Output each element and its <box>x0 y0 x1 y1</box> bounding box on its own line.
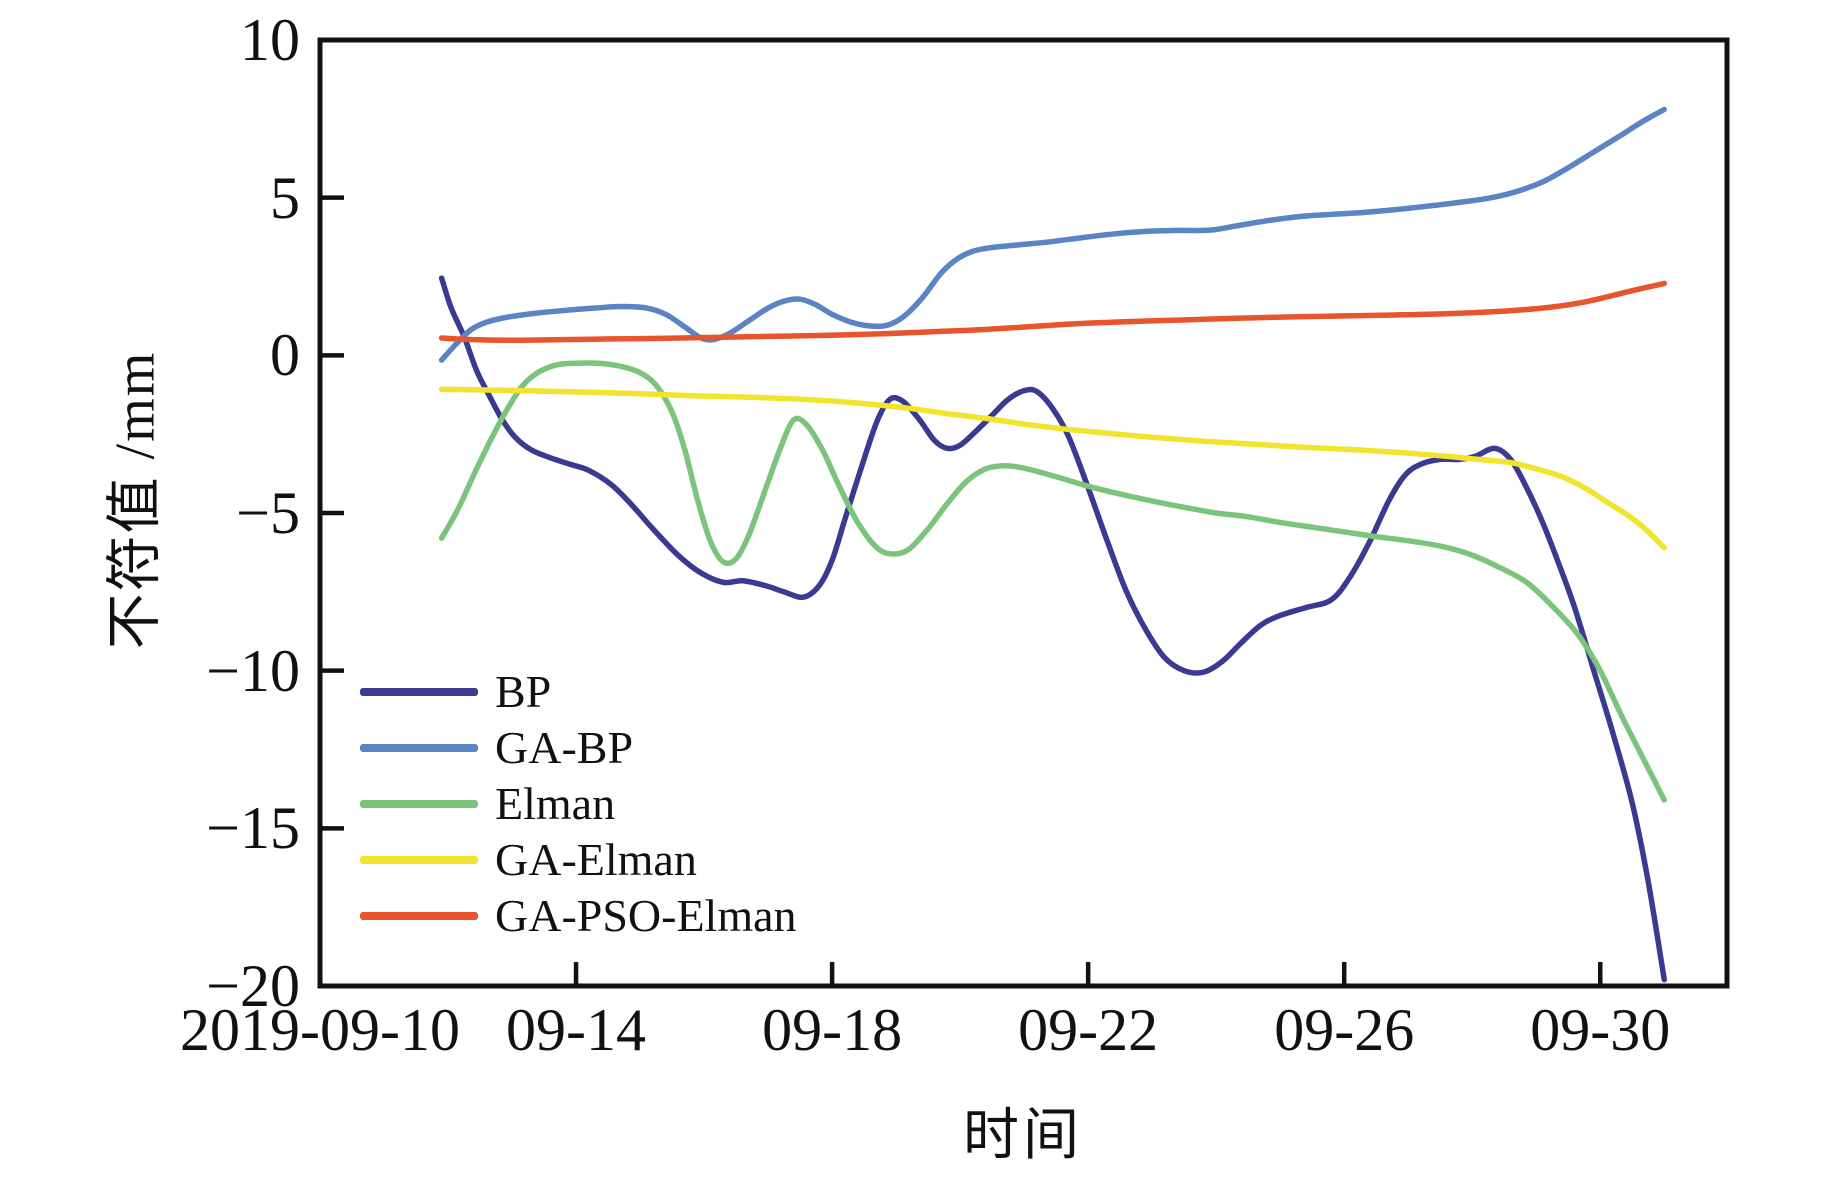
y-tick-label-10: 10 <box>240 7 300 73</box>
x-tick-label-2019-09-10: 2019-09-10 <box>180 997 460 1063</box>
series-line-ga-elman <box>438 386 1668 551</box>
legend: BP GA-BP Elman GA-Elman GA-PSO-Elman <box>360 664 797 944</box>
x-tick-label-09-22: 09-22 <box>1018 997 1159 1063</box>
legend-line-swatch <box>360 800 478 808</box>
x-tick-label-09-26: 09-26 <box>1274 997 1415 1063</box>
y-tick-label-0: 0 <box>270 322 300 389</box>
legend-line-swatch <box>360 856 478 864</box>
series-line-ga-bp <box>438 106 1668 363</box>
legend-item-bp: BP <box>360 664 797 720</box>
x-tick-label-09-18: 09-18 <box>762 997 903 1063</box>
series-line-elman <box>438 360 1668 803</box>
y-tick-label--20: −20 <box>206 953 300 1019</box>
legend-item-elman: Elman <box>360 776 797 832</box>
legend-line-swatch <box>360 912 478 920</box>
legend-line-swatch <box>360 744 478 752</box>
series-line-ga-pso-elman <box>438 280 1668 343</box>
legend-item-ga-pso-elman: GA-PSO-Elman <box>360 888 797 944</box>
legend-label: Elman <box>495 778 616 829</box>
y-tick-label--15: −15 <box>206 795 300 862</box>
x-tick-label-09-14: 09-14 <box>506 997 647 1063</box>
y-tick-label-5: 5 <box>270 164 300 231</box>
legend-label: GA-PSO-Elman <box>495 890 797 941</box>
legend-item-ga-bp: GA-BP <box>360 720 797 776</box>
x-tick-label-09-30: 09-30 <box>1530 997 1671 1063</box>
legend-line-swatch <box>360 688 478 696</box>
y-tick-label--5: −5 <box>236 480 300 546</box>
axes-frame <box>317 37 1730 989</box>
x-axis-title: 时间 <box>963 1105 1083 1167</box>
y-tick-label--10: −10 <box>206 637 300 704</box>
legend-label: GA-Elman <box>495 834 697 885</box>
legend-label: GA-BP <box>495 722 634 773</box>
legend-label: BP <box>495 666 552 717</box>
legend-item-ga-elman: GA-Elman <box>360 832 797 888</box>
